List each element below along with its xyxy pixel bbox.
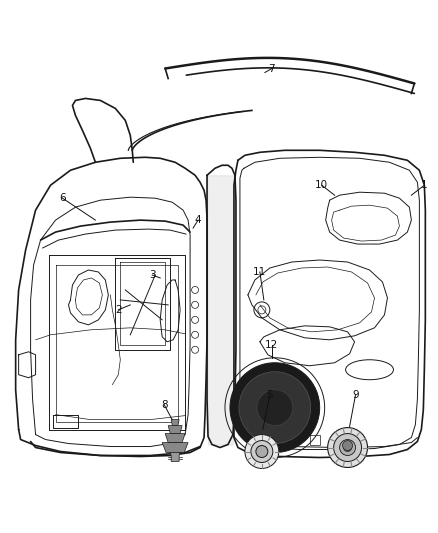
Polygon shape [171,419,179,425]
Polygon shape [165,433,185,442]
Text: 5: 5 [267,390,273,400]
Text: 1: 1 [421,180,427,190]
Circle shape [343,441,353,450]
Polygon shape [168,425,182,433]
Text: 3: 3 [149,270,155,280]
Text: 8: 8 [161,400,167,410]
Polygon shape [170,453,180,462]
Circle shape [339,440,356,456]
Circle shape [257,390,293,425]
Text: 12: 12 [265,340,279,350]
Circle shape [328,427,367,467]
Text: 7: 7 [268,63,275,74]
Text: 2: 2 [115,305,122,315]
Circle shape [334,433,361,462]
Circle shape [245,434,279,469]
Circle shape [343,443,352,451]
Text: 9: 9 [352,390,359,400]
Text: 10: 10 [315,180,328,190]
Circle shape [239,372,311,443]
Circle shape [230,363,320,453]
Text: 6: 6 [59,193,66,203]
Circle shape [251,441,273,463]
Text: 11: 11 [253,267,266,277]
Circle shape [256,446,268,457]
Text: 4: 4 [195,215,201,225]
Polygon shape [162,442,188,453]
